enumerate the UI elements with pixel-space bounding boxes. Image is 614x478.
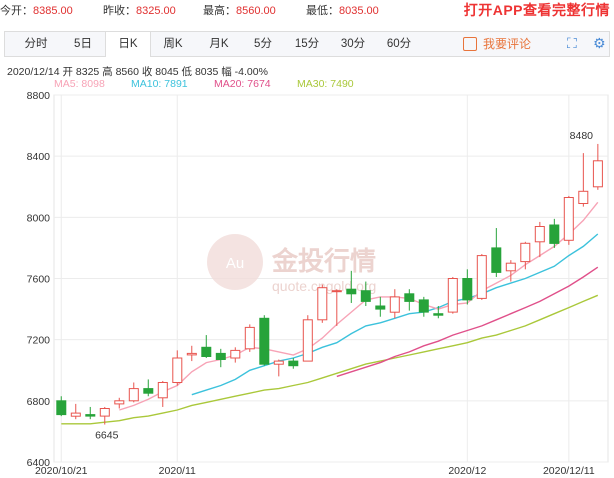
- y-tick-label: 6400: [27, 457, 51, 469]
- ma20-legend: MA20: 7674: [214, 78, 271, 90]
- candle-body: [549, 224, 560, 244]
- candle-body: [302, 319, 313, 362]
- quote-low: 最低：8035.00: [306, 5, 379, 17]
- candle-body: [563, 197, 574, 241]
- ma30-legend: MA30: 7490: [297, 78, 354, 90]
- candle-body: [360, 290, 371, 302]
- candle-body: [230, 349, 241, 359]
- candle-body: [418, 299, 429, 313]
- candle-body: [592, 160, 603, 188]
- candle-body: [99, 408, 110, 417]
- candle-body: [317, 287, 328, 321]
- gear-icon[interactable]: ⚙: [593, 35, 606, 51]
- ma5-legend: MA5: 8098: [54, 78, 105, 90]
- tab-intraday[interactable]: 分时: [24, 38, 48, 50]
- candle-body: [346, 288, 357, 295]
- candle-body: [331, 290, 342, 293]
- tab-60min[interactable]: 60分: [386, 38, 412, 50]
- y-tick-label: 8000: [27, 212, 51, 224]
- candle-body: [404, 293, 415, 302]
- x-tick-label: 2020/11: [159, 465, 196, 477]
- tab-5day[interactable]: 5日: [74, 38, 92, 50]
- candle-body: [114, 400, 125, 405]
- candle-body: [143, 388, 154, 394]
- candle-body: [505, 262, 516, 272]
- tab-15min[interactable]: 15分: [294, 38, 320, 50]
- watermark-text: 金投行情: [271, 246, 376, 277]
- candle-body: [273, 360, 284, 365]
- candle-body: [70, 412, 81, 417]
- tab-monthly-k[interactable]: 月K: [209, 38, 229, 50]
- ma10-line: [191, 233, 599, 396]
- candle-body: [85, 414, 96, 417]
- price-annotation: 8480: [570, 130, 594, 142]
- candle-body: [56, 400, 67, 416]
- candle-body: [389, 296, 400, 313]
- tab-weekly-k[interactable]: 周K: [163, 38, 183, 50]
- candle-body: [433, 313, 444, 316]
- candle-body: [476, 255, 487, 299]
- x-tick-label: 2020/12: [448, 465, 486, 477]
- y-tick-label: 6800: [27, 396, 51, 408]
- candle-body: [534, 226, 545, 243]
- watermark-logo-text: Au: [226, 255, 244, 272]
- candle-body: [201, 346, 212, 357]
- fullscreen-icon[interactable]: ⛶: [567, 35, 577, 51]
- open-app-link[interactable]: 打开APP查看完整行情: [463, 2, 610, 18]
- ma5-line: [119, 201, 599, 411]
- price-annotation: 6645: [95, 430, 119, 442]
- candle-body: [244, 326, 255, 350]
- ohlc-info: 2020/12/14 开 8325 高 8560 收 8045 低 8035 幅…: [7, 66, 268, 78]
- x-tick-label: 2020/10/21: [35, 465, 88, 477]
- y-tick-label: 7200: [27, 335, 51, 347]
- period-tabs: 分时 5日 日K 周K 月K 5分 15分 30分 60分 我要评论 ⛶ ⚙: [4, 31, 610, 57]
- comment-button[interactable]: 我要评论: [463, 32, 531, 56]
- x-tick-label: 2020/12/11: [543, 465, 595, 477]
- comment-label: 我要评论: [483, 37, 532, 51]
- candle-body: [259, 317, 270, 365]
- candle-body: [462, 278, 473, 301]
- candle-body: [172, 357, 183, 383]
- y-tick-label: 8800: [27, 90, 51, 102]
- candle-body: [491, 247, 502, 273]
- ma20-line: [336, 266, 599, 378]
- quote-open: 今开：8385.00: [0, 5, 73, 17]
- tab-5min[interactable]: 5分: [254, 38, 272, 50]
- quote-bar: 今开：8385.00 昨收：8325.00 最高：8560.00 最低：8035…: [0, 0, 614, 19]
- candle-body: [288, 360, 299, 367]
- ma10-legend: MA10: 7891: [131, 78, 188, 90]
- candle-body: [157, 382, 168, 399]
- candle-body: [447, 278, 458, 313]
- candle-body: [375, 305, 386, 310]
- y-tick-label: 8400: [27, 151, 51, 163]
- candle-body: [578, 190, 589, 205]
- candle-body: [128, 388, 139, 402]
- tab-30min[interactable]: 30分: [340, 38, 366, 50]
- edit-icon: [463, 37, 477, 51]
- ma30-line: [61, 294, 599, 425]
- quote-high: 最高：8560.00: [203, 5, 276, 17]
- quote-prev-close: 昨收：8325.00: [103, 5, 176, 17]
- candle-body: [186, 352, 197, 356]
- candle-body: [215, 352, 226, 360]
- y-tick-label: 7600: [27, 274, 51, 286]
- candle-body: [520, 242, 531, 263]
- tab-daily-k[interactable]: 日K: [105, 32, 151, 57]
- watermark-logo: [207, 234, 263, 290]
